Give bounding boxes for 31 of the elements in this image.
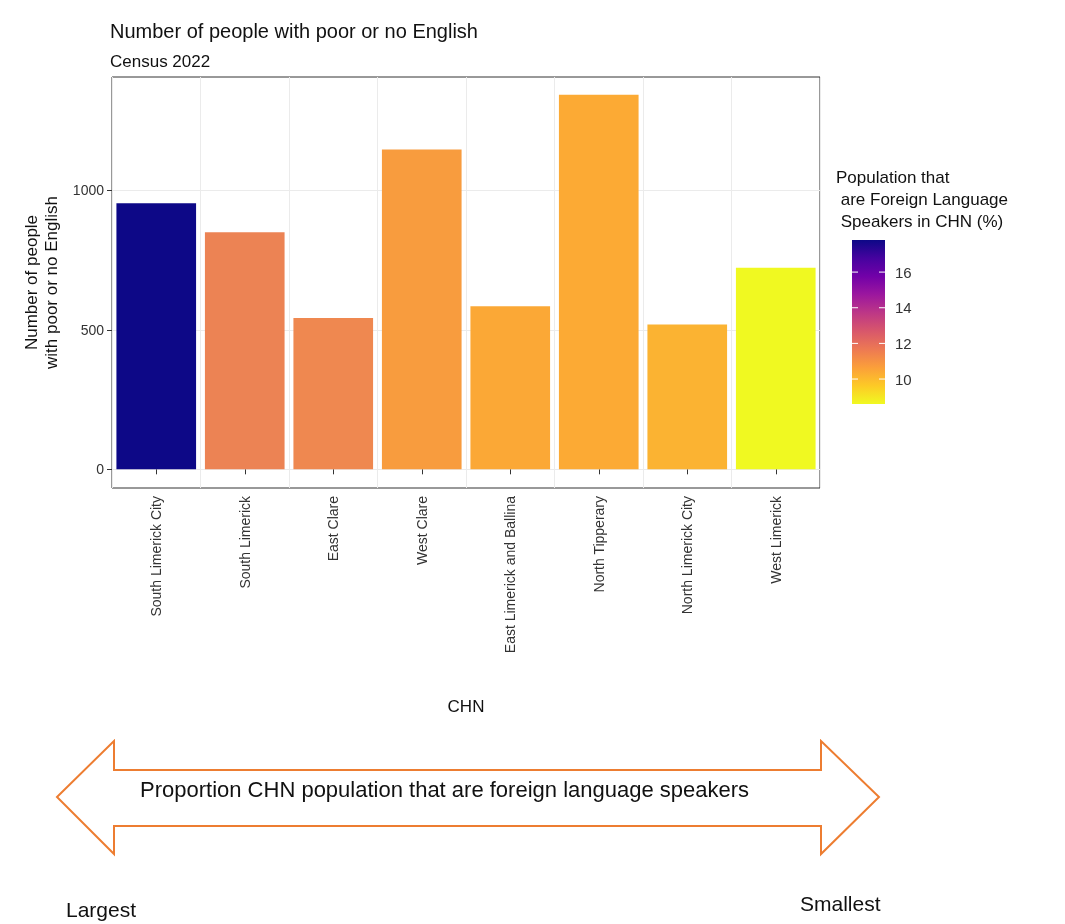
color-bar-label: 10 <box>895 370 912 388</box>
text: Smallest <box>800 892 881 916</box>
text: Largest <box>66 898 137 922</box>
y-tick-label: 0 <box>96 461 105 478</box>
x-tick-label: West Clare <box>413 495 430 565</box>
color-bar-label: 14 <box>895 299 912 317</box>
text: Proportion CHN population that are foreign language speakers <box>140 777 750 803</box>
x-tick-label: North Limerick City <box>679 496 696 615</box>
bar <box>558 94 639 470</box>
bar <box>204 232 285 470</box>
y-tick-label: 500 <box>80 321 105 338</box>
x-tick-label: West Limerick <box>767 495 784 584</box>
color-bar-label: 16 <box>895 263 912 281</box>
x-axis-title: CHN <box>447 697 485 716</box>
chart-title: Number of people with poor or no English <box>110 20 478 42</box>
x-tick-label: East Clare <box>325 495 342 562</box>
x-tick-label: South Limerick <box>236 495 253 589</box>
bar <box>293 317 374 470</box>
chart-subtitle: Census 2022 <box>110 52 211 71</box>
x-tick-label: North Tipperary <box>590 496 607 593</box>
bar <box>116 203 197 470</box>
bar <box>735 267 816 470</box>
bar <box>470 306 551 470</box>
bar <box>647 324 728 470</box>
color-bar-label: 12 <box>895 334 912 352</box>
bar <box>381 149 462 470</box>
y-axis-title: Number of people with poor or no English <box>22 196 62 370</box>
color-bar-title: Population that are Foreign Language Speakers in CHN (%) <box>836 167 1009 231</box>
y-tick-label: 1000 <box>72 182 105 199</box>
x-tick-label: South Limerick City <box>148 496 165 617</box>
x-tick-label: East Limerick and Ballina <box>502 495 519 654</box>
